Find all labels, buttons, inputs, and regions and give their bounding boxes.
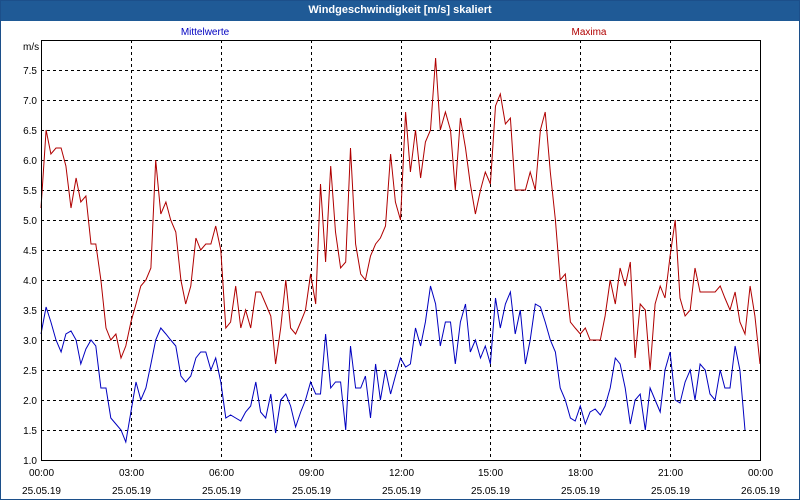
y-tick-label: 4.5 <box>23 246 37 257</box>
x-tick-time: 09:00 <box>299 468 324 479</box>
x-tick-date: 25.05.19 <box>651 486 690 497</box>
y-tick-label: 5.0 <box>23 216 37 227</box>
x-tick-time: 06:00 <box>209 468 234 479</box>
y-tick-label: 7.0 <box>23 96 37 107</box>
x-tick-date: 25.05.19 <box>382 486 421 497</box>
series-line-mittelwerte <box>40 285 746 444</box>
x-tick-date: 25.05.19 <box>561 486 600 497</box>
x-tick-date: 25.05.19 <box>292 486 331 497</box>
x-tick-date: 25.05.19 <box>202 486 241 497</box>
x-tick-time: 15:00 <box>478 468 503 479</box>
x-tick-date: 25.05.19 <box>471 486 510 497</box>
legend-mittelwerte: Mittelwerte <box>181 27 230 38</box>
x-tick-date: 25.05.19 <box>112 486 151 497</box>
wind-speed-chart: 1.0 1.5 2.0 2.5 3.0 3.5 4.0 4.5 5.0 5.5 6.0 6.5 7.0 7… <box>22 27 780 497</box>
x-axis-ticks: 00:00 25.05.19 03:00 25.05.19 06:00 25.05.19 0… <box>22 468 780 497</box>
y-tick-label: 5.5 <box>23 186 37 197</box>
y-axis-label: m/s <box>23 42 39 53</box>
series-line-maxima <box>40 57 761 371</box>
y-tick-label: 3.0 <box>23 336 37 347</box>
x-tick-time: 21:00 <box>658 468 683 479</box>
y-tick-label: 4.0 <box>23 276 37 287</box>
y-axis-ticks: 1.0 1.5 2.0 2.5 3.0 3.5 4.0 4.5 5.0 5.5 6.0 6.5 7.0 7… <box>23 66 37 467</box>
y-tick-label: 2.0 <box>23 396 37 407</box>
x-tick-time: 00:00 <box>748 468 773 479</box>
x-tick-time: 03:00 <box>119 468 144 479</box>
y-tick-label: 6.0 <box>23 156 37 167</box>
legend-maxima: Maxima <box>571 27 606 38</box>
series-lines <box>40 57 761 444</box>
y-tick-label: 1.5 <box>23 426 37 437</box>
grid <box>41 40 760 460</box>
y-tick-label: 2.5 <box>23 366 37 377</box>
y-tick-label: 3.5 <box>23 306 37 317</box>
y-tick-label: 6.5 <box>23 126 37 137</box>
y-tick-label: 7.5 <box>23 66 37 77</box>
x-tick-time: 18:00 <box>568 468 593 479</box>
window-title: Windgeschwindigkeit [m/s] skaliert <box>1 1 799 21</box>
plot-frame <box>41 40 761 461</box>
x-tick-date: 25.05.19 <box>22 486 61 497</box>
x-tick-time: 00:00 <box>29 468 54 479</box>
y-tick-label: 1.0 <box>23 456 37 467</box>
x-tick-time: 12:00 <box>389 468 414 479</box>
x-tick-date: 26.05.19 <box>741 486 780 497</box>
